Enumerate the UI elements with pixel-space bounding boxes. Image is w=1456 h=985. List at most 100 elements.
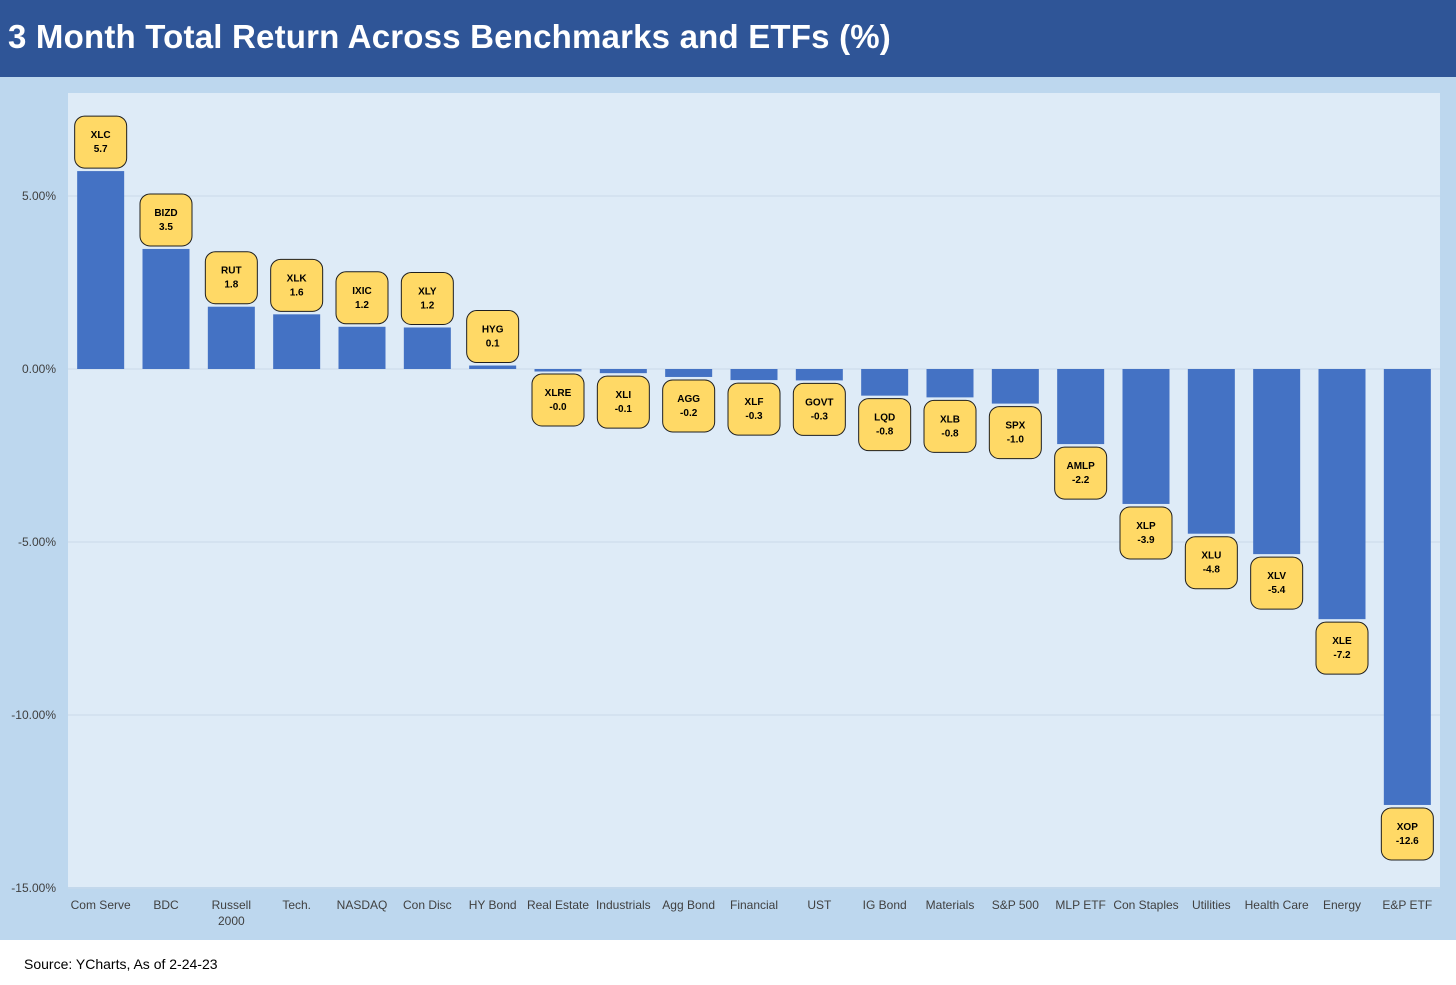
data-label: XLY 1.2 — [400, 271, 454, 325]
data-label-box — [1315, 621, 1369, 675]
y-tick-label: -10.00% — [11, 708, 56, 722]
bar — [207, 306, 255, 369]
data-label: XLF -0.3 — [727, 382, 781, 436]
data-label: XOP -12.6 — [1380, 807, 1434, 861]
x-tick-label: Com Serve — [71, 898, 131, 912]
x-tick-label: NASDAQ — [337, 898, 388, 912]
data-label-value: -0.3 — [745, 411, 763, 422]
data-label-value: 1.8 — [224, 280, 238, 291]
bar — [534, 369, 582, 372]
data-label: XLP -3.9 — [1119, 506, 1173, 560]
data-label-ticker: XLY — [418, 286, 437, 297]
data-label-value: -5.4 — [1268, 585, 1286, 596]
data-label-box — [1250, 556, 1304, 610]
y-tick-label: 5.00% — [22, 189, 56, 203]
x-tick-label: Materials — [926, 898, 975, 912]
x-axis-ticks: Com Serve BDC Russell 2000 Tech. NASDAQ Con Di… — [71, 898, 1433, 928]
data-label-box — [139, 193, 193, 247]
data-label-ticker: HYG — [482, 325, 504, 336]
data-label: BIZD 3.5 — [139, 193, 193, 247]
y-tick-label: 0.00% — [22, 362, 56, 376]
data-label-box — [74, 115, 128, 169]
data-label-box — [727, 382, 781, 436]
bar — [1253, 369, 1301, 555]
data-label-ticker: XLI — [616, 390, 632, 401]
data-label-ticker: XLP — [1136, 521, 1156, 532]
bar — [273, 314, 321, 369]
data-labels: XLC 5.7 BIZD 3.5 RUT 1.8 XLK 1.6 IXIC 1.2 XLY 1.2 HY… — [74, 115, 1434, 861]
data-label-box — [270, 258, 324, 312]
x-tick-label: UST — [807, 898, 832, 912]
x-tick-label: BDC — [153, 898, 179, 912]
y-tick-label: -5.00% — [18, 535, 56, 549]
bar — [665, 369, 713, 377]
data-label-ticker: XLV — [1267, 571, 1286, 582]
chart-panel: XLC 5.7 BIZD 3.5 RUT 1.8 XLK 1.6 IXIC 1.2 XLY 1.2 HY… — [0, 77, 1456, 940]
bar — [861, 369, 909, 396]
data-label-ticker: AGG — [677, 394, 700, 405]
data-label: RUT 1.8 — [204, 251, 258, 305]
bar — [403, 327, 451, 369]
x-tick-label: Utilities — [1192, 898, 1231, 912]
bar — [730, 369, 778, 381]
bar — [142, 248, 190, 369]
data-label: XLK 1.6 — [270, 258, 324, 312]
y-axis-ticks: 5.00% 0.00% -5.00% -10.00% -15.00% — [11, 189, 56, 895]
data-label: SPX -1.0 — [988, 406, 1042, 460]
data-label-box — [204, 251, 258, 305]
x-tick-label: IG Bond — [863, 898, 907, 912]
data-label-box — [335, 271, 389, 325]
data-label-ticker: XLF — [745, 397, 764, 408]
data-label-value: -0.3 — [811, 411, 829, 422]
data-label-box — [400, 271, 454, 325]
data-label-value: -0.1 — [615, 404, 633, 415]
bar — [795, 369, 843, 381]
data-label-ticker: XLU — [1201, 551, 1221, 562]
data-label-box — [466, 310, 520, 364]
data-label-value: -2.2 — [1072, 475, 1090, 486]
data-label: HYG 0.1 — [466, 310, 520, 364]
bar — [599, 369, 647, 374]
data-label-box — [596, 375, 650, 429]
data-label-value: 1.2 — [355, 300, 369, 311]
data-label-ticker: XOP — [1397, 822, 1418, 833]
bar — [77, 171, 125, 369]
x-tick-label: Real Estate — [527, 898, 589, 912]
data-label-ticker: XLK — [287, 273, 308, 284]
data-label-value: 1.6 — [290, 287, 304, 298]
bar — [1122, 369, 1170, 504]
x-tick-label: MLP ETF — [1055, 898, 1105, 912]
data-label: XLU -4.8 — [1184, 536, 1238, 590]
data-label-ticker: IXIC — [352, 286, 371, 297]
data-label-box — [531, 373, 585, 427]
data-label: LQD -0.8 — [858, 398, 912, 452]
x-tick-label: S&P 500 — [992, 898, 1039, 912]
data-label-ticker: XLRE — [545, 388, 572, 399]
x-tick-label: Financial — [730, 898, 778, 912]
data-label-ticker: SPX — [1005, 421, 1025, 432]
bars — [77, 171, 1431, 805]
data-label-value: -0.8 — [876, 427, 894, 438]
data-label-box — [988, 406, 1042, 460]
data-label-value: -3.9 — [1137, 535, 1155, 546]
data-label-value: 3.5 — [159, 222, 173, 233]
data-label-box — [662, 379, 716, 433]
data-label-ticker: XLB — [940, 414, 960, 425]
data-label-ticker: XLC — [91, 130, 111, 141]
data-label-value: -0.8 — [941, 428, 959, 439]
x-tick-label: Energy — [1323, 898, 1361, 912]
data-label-ticker: GOVT — [805, 397, 833, 408]
data-label: XLI -0.1 — [596, 375, 650, 429]
bar-chart: XLC 5.7 BIZD 3.5 RUT 1.8 XLK 1.6 IXIC 1.2 XLY 1.2 HY… — [11, 93, 1440, 928]
data-label: XLRE -0.0 — [531, 373, 585, 427]
data-label-value: 0.1 — [486, 339, 500, 350]
data-label: XLE -7.2 — [1315, 621, 1369, 675]
bar — [1318, 369, 1366, 620]
data-label-ticker: XLE — [1332, 636, 1352, 647]
data-label-box — [1054, 446, 1108, 500]
data-label-ticker: LQD — [874, 413, 895, 424]
bar — [1383, 369, 1431, 805]
bar — [338, 326, 386, 369]
data-label-box — [1380, 807, 1434, 861]
data-label: XLV -5.4 — [1250, 556, 1304, 610]
